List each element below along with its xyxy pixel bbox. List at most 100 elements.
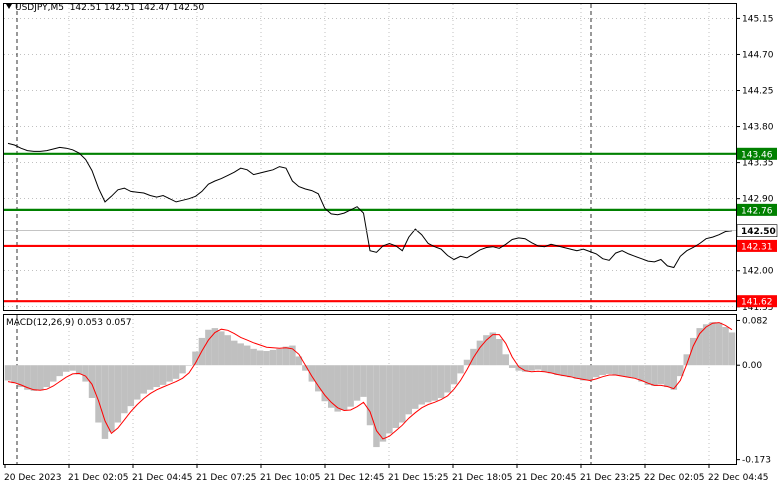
support-level-tag (737, 239, 777, 252)
macd-histogram-bar (172, 365, 180, 379)
macd-histogram-bar (243, 345, 251, 366)
macd-histogram-bar (580, 365, 587, 381)
dropdown-triangle-icon[interactable] (6, 4, 12, 9)
macd-histogram-bar (521, 365, 529, 372)
macd-histogram-bar (237, 343, 244, 366)
price-tick-label: 145.15 (742, 14, 774, 24)
macd-histogram-bar (560, 365, 568, 377)
support-level-label: 141.62 (741, 298, 773, 308)
macd-histogram-bar (302, 365, 309, 371)
macd-histogram-bar (405, 365, 413, 415)
macd-histogram-bar (489, 332, 497, 366)
price-tick-label: 144.25 (742, 87, 774, 97)
symbol-label: USDJPY,M5 (15, 3, 64, 13)
macd-histogram-bar (62, 365, 70, 372)
macd-histogram-bar (95, 365, 102, 423)
macd-histogram-bar (696, 328, 703, 366)
macd-histogram-bar (108, 365, 115, 432)
macd-histogram-bar (418, 365, 425, 405)
macd-histogram-bar (353, 365, 361, 401)
price-levels (4, 152, 736, 303)
level-price-tags: 143.46 142.76 142.31 141.62 142.50 (736, 147, 778, 308)
macd-histogram-bar (256, 350, 264, 366)
time-tick-label: 21 Dec 07:25 (196, 473, 257, 483)
price-line (7, 142, 733, 269)
macd-histogram-bar (476, 340, 484, 366)
macd-histogram-bar (573, 365, 581, 379)
macd-histogram-bar (11, 365, 18, 384)
macd-histogram-bar (218, 331, 225, 366)
current-price-label: 142.50 (741, 227, 776, 237)
macd-histogram (4, 322, 736, 448)
macd-histogram-bar (153, 365, 160, 388)
macd-histogram-bar (554, 365, 561, 376)
macd-histogram-bar (392, 365, 400, 428)
price-tick-label: 143.35 (742, 159, 774, 169)
macd-histogram-bar (728, 332, 736, 366)
resistance-level-label: 142.76 (741, 206, 773, 216)
macd-histogram-bar (424, 365, 432, 403)
macd-histogram-bar (599, 365, 606, 376)
current-price-tag (736, 224, 778, 237)
macd-gridlines (68, 315, 710, 464)
macd-histogram-bar (657, 365, 665, 385)
macd-histogram-bar (282, 346, 290, 366)
macd-histogram-bar (56, 365, 63, 377)
time-tick-label: 21 Dec 04:45 (132, 473, 193, 483)
macd-y-axis: 0.082 0.00 -0.173 (736, 316, 771, 466)
price-panel-frame (3, 3, 737, 311)
macd-histogram-bar (502, 354, 509, 366)
macd-histogram-bar (37, 365, 44, 391)
ohlc-values: 142.51 142.51 142.47 142.50 (69, 3, 205, 13)
macd-histogram-bar (567, 365, 574, 378)
macd-histogram-bar (43, 365, 51, 388)
macd-histogram-bar (327, 365, 335, 408)
macd-histogram-bar (547, 365, 555, 374)
resistance-level-label: 143.46 (741, 150, 773, 160)
macd-histogram-bar (69, 365, 76, 371)
macd-histogram-bar (379, 365, 387, 442)
macd-histogram-bar (534, 365, 542, 370)
macd-histogram-bar (4, 365, 12, 381)
macd-histogram-bar (205, 329, 212, 366)
macd-histogram-bar (593, 365, 600, 378)
macd-histogram-bar (399, 365, 406, 423)
macd-histogram-bar (463, 359, 471, 366)
macd-histogram-bar (631, 365, 639, 379)
time-tick-label: 21 Dec 12:45 (324, 473, 385, 483)
price-tick-label: 143.80 (742, 123, 774, 133)
macd-histogram-bar (618, 365, 626, 377)
macd-label: MACD(12,26,9) 0.053 0.057 (6, 318, 132, 328)
time-tick-label: 21 Dec 15:25 (388, 473, 449, 483)
macd-histogram-bar (185, 365, 193, 366)
support-level-label: 142.31 (741, 242, 773, 252)
macd-histogram-bar (347, 365, 354, 407)
macd-histogram-bar (638, 365, 645, 382)
time-tick-label: 21 Dec 02:05 (68, 473, 129, 483)
macd-histogram-bar (689, 337, 697, 366)
macd-signal (7, 322, 733, 440)
macd-histogram-bar (315, 365, 322, 392)
macd-signal-line (7, 322, 733, 440)
macd-histogram-bar (431, 365, 438, 401)
macd-histogram-bar (360, 365, 367, 397)
day-separators (16, 4, 592, 464)
macd-histogram-bar (702, 324, 710, 366)
macd-histogram-bar (263, 351, 270, 366)
macd-histogram-bar (321, 365, 328, 402)
macd-histogram-bar (651, 365, 658, 386)
macd-histogram-bar (496, 339, 503, 366)
macd-histogram-bar (140, 365, 147, 394)
macd-histogram-bar (269, 349, 277, 366)
macd-histogram-bar (75, 365, 83, 375)
time-tick-label: 21 Dec 18:05 (452, 473, 513, 483)
macd-histogram-bar (709, 322, 716, 366)
macd-histogram-bar (114, 365, 122, 423)
resistance-level-tag (737, 147, 777, 160)
price-tick-label: 142.00 (742, 267, 774, 277)
time-tick-label: 22 Dec 04:45 (708, 473, 769, 483)
macd-histogram-bar (211, 328, 219, 366)
time-tick-label: 22 Dec 02:05 (644, 473, 705, 483)
macd-histogram-bar (683, 354, 690, 366)
